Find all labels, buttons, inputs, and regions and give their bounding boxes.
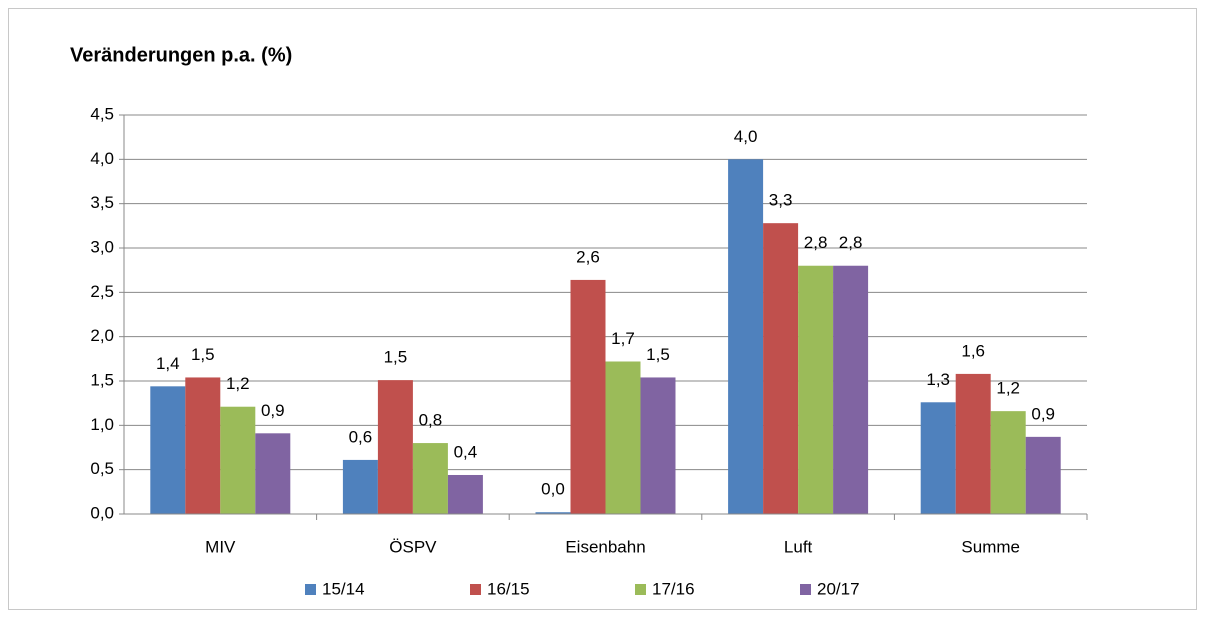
value-label: 1,2: [996, 379, 1020, 398]
bar: [605, 361, 641, 514]
bar: [255, 433, 291, 514]
bar: [447, 474, 483, 514]
bar: [220, 406, 256, 514]
bar: [377, 380, 413, 514]
legend-swatch: [305, 584, 316, 595]
bar: [763, 223, 799, 514]
bar: [920, 402, 956, 514]
bar: [798, 265, 834, 514]
legend-label: 15/14: [322, 579, 365, 598]
x-tick-label: ÖSPV: [389, 537, 437, 556]
legend-swatch: [635, 584, 646, 595]
y-tick-label: 4,0: [90, 149, 114, 168]
bar: [150, 386, 186, 514]
value-label: 1,7: [611, 329, 635, 348]
y-tick-label: 3,0: [90, 237, 114, 256]
bar: [955, 373, 991, 514]
value-label: 0,8: [419, 411, 443, 430]
value-label: 1,6: [961, 341, 985, 360]
value-label: 1,2: [226, 374, 250, 393]
value-label: 0,4: [454, 442, 478, 461]
value-label: 2,8: [804, 233, 828, 252]
x-tick-label: Luft: [784, 537, 813, 556]
legend-label: 16/15: [487, 579, 530, 598]
bar: [342, 459, 378, 514]
x-tick-label: Eisenbahn: [565, 537, 645, 556]
value-label: 0,0: [541, 480, 565, 499]
y-tick-label: 2,0: [90, 326, 114, 345]
value-label: 4,0: [734, 127, 758, 146]
x-tick-label: Summe: [961, 537, 1020, 556]
bar: [185, 377, 221, 514]
value-label: 1,4: [156, 354, 180, 373]
value-label: 0,9: [1031, 404, 1055, 423]
bar: [535, 512, 571, 514]
y-tick-label: 3,5: [90, 193, 114, 212]
bar: [1025, 436, 1061, 514]
legend-label: 17/16: [652, 579, 695, 598]
bar: [570, 279, 606, 514]
y-tick-label: 4,5: [90, 104, 114, 123]
legend-swatch: [470, 584, 481, 595]
legend-label: 20/17: [817, 579, 860, 598]
value-label: 2,8: [839, 233, 863, 252]
value-label: 0,6: [349, 427, 373, 446]
value-label: 1,5: [384, 348, 408, 367]
value-label: 1,5: [191, 345, 215, 364]
value-label: 1,5: [646, 345, 670, 364]
value-label: 3,3: [769, 191, 793, 210]
y-tick-label: 0,0: [90, 503, 114, 522]
bar: [833, 265, 869, 514]
bar: [412, 443, 448, 514]
y-tick-label: 0,5: [90, 459, 114, 478]
bar: [728, 159, 764, 515]
value-label: 2,6: [576, 247, 600, 266]
bar: [640, 377, 676, 514]
legend-swatch: [800, 584, 811, 595]
chart-title: Veränderungen p.a. (%): [70, 44, 292, 66]
bar: [990, 411, 1026, 514]
value-label: 0,9: [261, 401, 285, 420]
x-tick-label: MIV: [205, 537, 236, 556]
y-tick-label: 1,0: [90, 415, 114, 434]
y-tick-label: 1,5: [90, 370, 114, 389]
value-label: 1,3: [926, 370, 950, 389]
y-tick-label: 2,5: [90, 282, 114, 301]
